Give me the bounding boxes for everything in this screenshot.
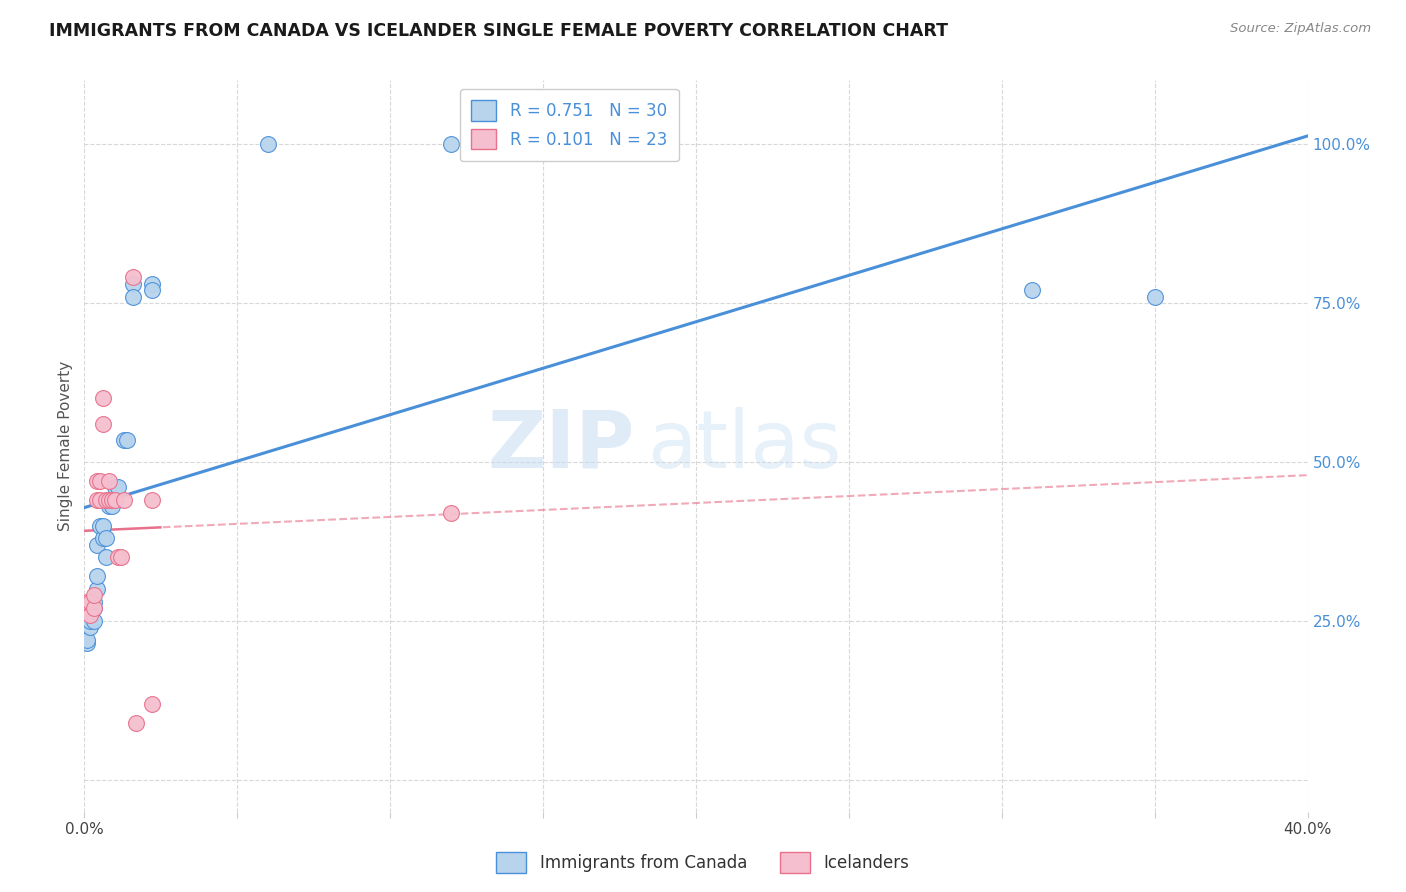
Point: [141, 697, 163, 711]
Point: [101, 500, 124, 514]
Point: [83, 595, 105, 609]
Point: [104, 480, 127, 494]
Point: [89, 493, 111, 508]
Point: [141, 277, 163, 291]
Point: [125, 715, 148, 730]
Point: [86, 582, 108, 596]
Point: [101, 493, 124, 508]
Point: [141, 493, 163, 508]
Point: [97, 493, 120, 508]
Point: [83, 589, 105, 603]
Point: [1143, 289, 1166, 303]
Point: [91, 518, 114, 533]
Point: [91, 417, 114, 431]
Point: [107, 480, 129, 494]
Point: [86, 569, 108, 583]
Point: [89, 474, 111, 488]
Point: [94, 493, 117, 508]
Point: [76, 601, 98, 615]
Point: [110, 550, 132, 565]
Point: [79, 601, 101, 615]
Point: [86, 474, 108, 488]
Text: Source: ZipAtlas.com: Source: ZipAtlas.com: [1230, 22, 1371, 36]
Point: [86, 493, 108, 508]
Point: [94, 531, 117, 545]
Point: [122, 289, 145, 303]
Text: ZIP: ZIP: [488, 407, 636, 485]
Point: [91, 392, 114, 406]
Point: [440, 506, 463, 520]
Point: [122, 277, 145, 291]
Point: [79, 595, 101, 609]
Point: [1021, 283, 1043, 297]
Point: [97, 474, 120, 488]
Legend: R = 0.751   N = 30, R = 0.101   N = 23: R = 0.751 N = 30, R = 0.101 N = 23: [460, 88, 679, 161]
Point: [83, 601, 105, 615]
Point: [104, 493, 127, 508]
Point: [440, 136, 463, 151]
Point: [257, 136, 280, 151]
Point: [97, 500, 120, 514]
Point: [122, 270, 145, 285]
Point: [94, 550, 117, 565]
Point: [76, 636, 98, 650]
Point: [91, 531, 114, 545]
Text: IMMIGRANTS FROM CANADA VS ICELANDER SINGLE FEMALE POVERTY CORRELATION CHART: IMMIGRANTS FROM CANADA VS ICELANDER SING…: [49, 22, 948, 40]
Point: [76, 632, 98, 647]
Point: [76, 595, 98, 609]
Point: [83, 614, 105, 628]
Point: [112, 433, 135, 447]
Point: [79, 620, 101, 634]
Point: [83, 601, 105, 615]
Point: [141, 283, 163, 297]
Point: [79, 607, 101, 622]
Legend: Immigrants from Canada, Icelanders: Immigrants from Canada, Icelanders: [489, 846, 917, 880]
Point: [115, 433, 138, 447]
Point: [112, 493, 135, 508]
Point: [107, 550, 129, 565]
Point: [86, 538, 108, 552]
Y-axis label: Single Female Poverty: Single Female Poverty: [58, 361, 73, 531]
Point: [79, 614, 101, 628]
Text: atlas: atlas: [647, 407, 841, 485]
Point: [89, 518, 111, 533]
